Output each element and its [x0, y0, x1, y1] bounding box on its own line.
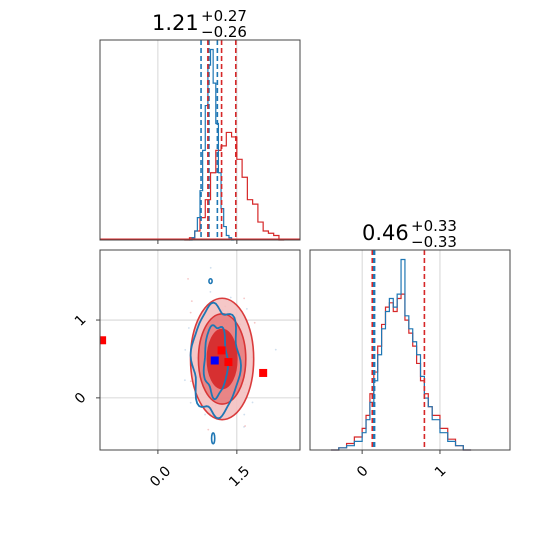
marginal-p1-histograms	[100, 48, 300, 241]
joint-sample-point-213	[178, 458, 180, 460]
joint-sample-point-170	[187, 327, 190, 329]
joint-blue-contour-0	[202, 324, 230, 401]
marginal-p2-x-tick-labels: 0 1	[354, 463, 449, 481]
joint-sample-point-86	[189, 401, 192, 404]
marginal-p2-histograms	[331, 258, 472, 451]
marginal-p2-x-tick-label-1: 1	[432, 463, 450, 481]
joint-blue-outlier-contour-0	[210, 432, 216, 445]
joint-sample-point-200	[209, 290, 212, 293]
joint-sample-point-79	[253, 321, 256, 324]
joint-x-tick-labels: 0.0 1.5	[147, 463, 253, 490]
joint-panel: 0.0 1.5 0 1	[72, 249, 301, 490]
joint-red-marker-2	[224, 358, 233, 367]
marginal-p2-red-histogram	[331, 293, 472, 451]
joint-sample-point-187	[207, 428, 210, 431]
title-p2: 0.46 +0.33 −0.33	[362, 217, 457, 251]
joint-ticks	[96, 319, 238, 454]
joint-sample-point-30	[229, 296, 232, 299]
joint-red-marker-0	[100, 336, 107, 345]
joint-sample-point-194	[183, 379, 186, 382]
marginal-p1-gridlines	[157, 40, 238, 240]
joint-blue-contour-1	[189, 301, 242, 420]
marginal-p2-frame	[309, 249, 511, 451]
title-p1: 1.21 +0.27 −0.26	[152, 7, 247, 41]
title-p1-plus: +0.27	[201, 7, 247, 25]
title-p2-value: 0.46	[362, 221, 409, 245]
joint-y-tick-label-0: 0	[72, 390, 90, 408]
joint-x-tick-label-0: 0.0	[147, 463, 174, 490]
joint-blue-marker-0	[210, 356, 219, 365]
joint-y-tick-labels: 0 1	[72, 312, 90, 407]
marginal-panel-p1	[99, 39, 301, 244]
title-p1-value: 1.21	[152, 11, 199, 35]
joint-red-marker-1	[217, 346, 226, 355]
joint-sample-point-29	[187, 277, 189, 280]
joint-blue-outlier-contour-1	[208, 277, 213, 285]
marginal-panel-p2: 0 1	[309, 249, 511, 481]
joint-sample-point-204	[243, 413, 246, 416]
joint-sample-point-53	[243, 297, 246, 300]
marginal-p1-blue-histogram	[189, 48, 235, 241]
marginal-p2-blue-histogram	[331, 258, 472, 451]
marginal-p1-ticks	[157, 240, 238, 244]
marginal-p1-quantile-lines	[200, 40, 237, 240]
joint-y-tick-label-1: 1	[72, 312, 90, 330]
joint-markers	[100, 336, 268, 377]
joint-red-marker-3	[259, 368, 268, 377]
marginal-p2-quantile-lines	[371, 250, 426, 450]
joint-blue-contours	[189, 277, 242, 445]
joint-sample-point-62	[209, 266, 212, 269]
joint-sample-point-219	[244, 425, 247, 427]
joint-sample-point-21	[189, 311, 192, 314]
joint-sample-point-106	[245, 308, 248, 310]
joint-sample-point-148	[184, 349, 187, 351]
title-p2-plus: +0.33	[411, 217, 457, 235]
joint-frame	[99, 249, 301, 451]
joint-sample-point-214	[204, 413, 206, 416]
marginal-p1-frame	[99, 39, 301, 241]
joint-sample-point-215	[190, 300, 193, 303]
joint-x-tick-label-1: 1.5	[226, 463, 253, 490]
marginal-p2-x-tick-label-0: 0	[354, 463, 372, 481]
joint-sample-point-0	[274, 348, 277, 351]
marginal-p1-red-histogram	[184, 131, 285, 241]
marginal-p2-ticks	[361, 450, 441, 454]
joint-sample-point-98	[251, 401, 254, 404]
title-p1-minus: −0.26	[201, 23, 247, 41]
title-p2-minus: −0.33	[411, 233, 457, 251]
joint-sample-point-191	[189, 380, 192, 383]
